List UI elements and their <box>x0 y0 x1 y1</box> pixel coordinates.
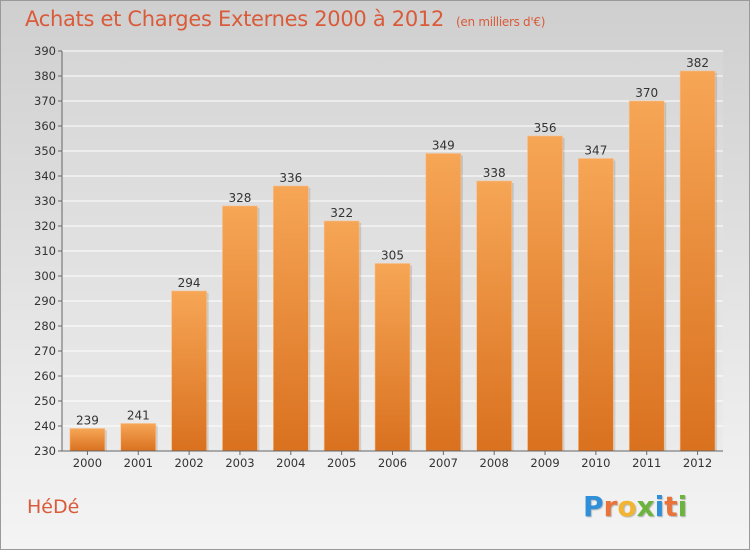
x-tick-label: 2001 <box>124 456 153 470</box>
logo-letter: t <box>664 490 678 523</box>
bar <box>628 100 665 452</box>
x-tick-label: 2006 <box>378 456 407 470</box>
chart-title: Achats et Charges Externes 2000 à 2012 (e… <box>25 7 545 31</box>
data-label: 349 <box>432 139 455 153</box>
logo-letter: r <box>603 490 618 523</box>
title-unit: (en milliers d'€) <box>456 15 546 29</box>
data-label: 382 <box>686 56 709 70</box>
bar <box>171 290 207 452</box>
y-tick-label: 390 <box>34 44 56 58</box>
x-tick-label: 2005 <box>327 456 356 470</box>
data-label: 239 <box>76 414 99 428</box>
x-tick-label: 2009 <box>530 456 559 470</box>
data-label: 305 <box>381 249 404 263</box>
logo-letter: x <box>636 490 655 523</box>
bar <box>323 220 360 452</box>
logo-letter: i <box>654 490 665 523</box>
bar <box>374 263 411 452</box>
data-label: 294 <box>178 276 201 290</box>
y-tick-label: 340 <box>34 169 56 183</box>
y-tick-label: 370 <box>34 94 56 108</box>
bar <box>69 428 106 452</box>
data-label: 347 <box>584 144 607 158</box>
y-tick-label: 330 <box>34 194 56 208</box>
bar <box>425 153 462 452</box>
y-tick-label: 230 <box>34 444 56 458</box>
data-label: 356 <box>534 121 557 135</box>
y-tick-label: 310 <box>34 244 56 258</box>
x-tick-label: 2000 <box>73 456 102 470</box>
y-tick-label: 250 <box>34 394 56 408</box>
logo-letter: P <box>583 490 604 523</box>
proxiti-logo: Proxiti <box>583 490 687 523</box>
x-tick-label: 2010 <box>581 456 610 470</box>
bar <box>527 135 563 452</box>
data-label: 336 <box>279 171 302 185</box>
x-tick-label: 2011 <box>632 456 661 470</box>
y-tick-label: 360 <box>34 119 56 133</box>
data-label: 338 <box>483 166 506 180</box>
bar <box>679 70 716 452</box>
y-tick-label: 350 <box>34 144 56 158</box>
x-tick-label: 2012 <box>683 456 712 470</box>
bar <box>273 185 309 452</box>
logo-letter: o <box>617 490 637 523</box>
data-label: 370 <box>635 86 658 100</box>
logo-letter: i <box>677 490 688 523</box>
data-label: 241 <box>127 409 150 423</box>
y-tick-label: 260 <box>34 369 56 383</box>
data-label: 322 <box>330 206 353 220</box>
x-tick-label: 2004 <box>276 456 305 470</box>
bar <box>578 158 614 452</box>
data-label: 328 <box>229 191 252 205</box>
x-tick-label: 2002 <box>174 456 203 470</box>
x-tick-label: 2007 <box>429 456 458 470</box>
x-tick-label: 2003 <box>225 456 254 470</box>
y-tick-label: 240 <box>34 419 56 433</box>
commune-name: HéDé <box>27 496 80 518</box>
y-tick-label: 320 <box>34 219 56 233</box>
y-tick-label: 380 <box>34 69 56 83</box>
y-tick-label: 300 <box>34 269 56 283</box>
x-tick-label: 2008 <box>480 456 509 470</box>
y-tick-label: 270 <box>34 344 56 358</box>
bar <box>476 180 512 452</box>
title-text: Achats et Charges Externes 2000 à 2012 <box>25 7 445 31</box>
bar <box>120 423 157 452</box>
y-tick-label: 290 <box>34 294 56 308</box>
bar <box>222 205 258 452</box>
y-tick-label: 280 <box>34 319 56 333</box>
